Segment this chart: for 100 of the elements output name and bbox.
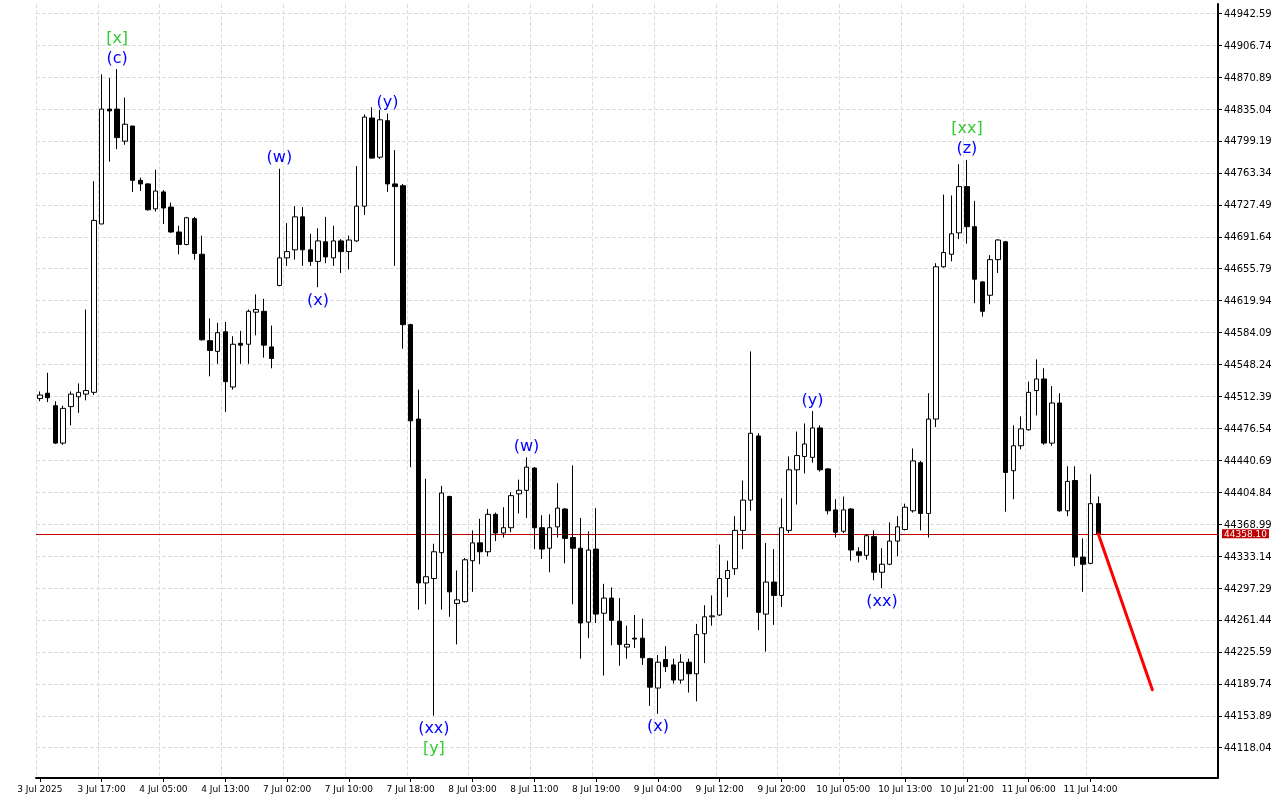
candlestick <box>284 222 290 267</box>
candlestick <box>315 227 321 288</box>
candlestick <box>941 194 946 269</box>
candlestick <box>215 322 220 365</box>
candlestick <box>593 507 599 624</box>
annotation: (w) <box>513 435 540 455</box>
candlestick <box>1034 358 1039 416</box>
candlestick <box>168 202 174 234</box>
candlestick <box>516 479 522 514</box>
candlestick <box>331 225 336 267</box>
y-tick-label: 44512.39 <box>1224 390 1272 402</box>
candlestick <box>477 518 483 565</box>
candlestick <box>555 482 560 539</box>
candlestick <box>578 517 583 660</box>
candlestick <box>1026 381 1031 432</box>
candlestick <box>508 491 514 533</box>
candlestick <box>68 390 74 426</box>
candlestick <box>841 496 846 534</box>
annotation: (w) <box>266 147 293 167</box>
y-tick-label: 44655.79 <box>1224 263 1272 275</box>
annotation: (xx) <box>866 590 898 610</box>
y-tick-label: 44727.49 <box>1224 199 1272 211</box>
candlestick <box>1088 473 1093 565</box>
candlestick <box>114 68 120 150</box>
x-tick-label: 11 Jul 06:00 <box>1001 783 1056 794</box>
y-tick-label: 44333.14 <box>1224 550 1272 562</box>
candlestick <box>647 657 653 707</box>
candlestick <box>740 480 746 550</box>
candlestick <box>1080 537 1086 593</box>
candlestick <box>501 506 506 539</box>
candlestick <box>338 238 344 274</box>
annotation: [x] <box>106 27 129 47</box>
x-tick-label: 4 Jul 05:00 <box>139 783 188 794</box>
candlestick <box>1049 385 1055 447</box>
candlestick <box>980 280 985 318</box>
candlestick <box>539 514 545 560</box>
x-tick-label: 10 Jul 13:00 <box>878 783 933 794</box>
candlestick <box>76 382 81 414</box>
candlestick <box>277 168 282 287</box>
candlestick <box>1057 392 1062 513</box>
candlestick <box>856 546 862 563</box>
candlestick <box>99 73 104 225</box>
candlestick <box>1011 424 1016 500</box>
candlestick <box>238 330 243 365</box>
y-tick-label: 44225.59 <box>1224 646 1272 658</box>
candlestick <box>416 389 421 611</box>
candlestick <box>802 423 807 474</box>
candlestick <box>192 216 197 261</box>
y-tick-label: 44835.04 <box>1224 103 1272 115</box>
x-tick-label: 7 Jul 02:00 <box>262 783 312 794</box>
y-tick-label: 44189.74 <box>1224 678 1272 690</box>
candlestick <box>732 515 738 576</box>
candlestick <box>532 466 537 550</box>
candlestick <box>138 177 143 192</box>
annotation: (z) <box>956 138 978 158</box>
candlestick <box>725 560 730 598</box>
candlestick <box>485 508 491 557</box>
y-tick-label: 44870.89 <box>1224 71 1272 83</box>
candlestick <box>385 113 390 193</box>
x-tick-label: 7 Jul 18:00 <box>386 783 436 794</box>
y-tick-label: 44404.84 <box>1224 486 1272 498</box>
x-tick-label: 4 Jul 13:00 <box>201 783 250 794</box>
candlestick <box>918 460 923 531</box>
candlestick <box>107 77 112 163</box>
x-tick-label: 10 Jul 21:00 <box>939 783 995 794</box>
candlestick <box>261 298 267 359</box>
candlestick <box>702 604 707 664</box>
y-tick-label: 44906.74 <box>1224 39 1272 51</box>
candlestick <box>524 456 529 519</box>
candlestick <box>439 485 444 611</box>
candlestick <box>37 390 43 402</box>
candlestick <box>230 335 236 391</box>
x-tick-label: 8 Jul 19:00 <box>571 783 621 794</box>
x-tick-label: 10 Jul 05:00 <box>816 783 871 794</box>
y-tick-label: 44476.54 <box>1224 422 1272 434</box>
candlestick <box>447 495 452 618</box>
candlestick <box>956 163 962 240</box>
candlestick <box>678 653 684 685</box>
candlestick <box>454 569 460 645</box>
y-tick-label: 44297.29 <box>1224 582 1272 594</box>
candlestick <box>655 654 661 715</box>
candlestick <box>987 254 993 305</box>
candlestick <box>709 594 715 627</box>
y-tick-label: 44763.34 <box>1224 167 1272 179</box>
candlestick <box>199 235 205 342</box>
candlestick <box>887 521 892 566</box>
y-tick-label: 44799.19 <box>1224 135 1272 147</box>
candlestick <box>176 225 182 255</box>
candlestick <box>377 109 383 160</box>
candlestick <box>91 180 97 396</box>
candlestick <box>609 586 614 646</box>
candlestick <box>671 658 676 685</box>
candlestick <box>300 206 305 267</box>
candlestick <box>864 533 869 561</box>
candlestick <box>779 497 784 608</box>
x-tick-label: 9 Jul 20:00 <box>757 783 806 794</box>
candlestick <box>392 149 398 267</box>
candlestick <box>161 189 166 225</box>
x-tick-label: 3 Jul 2025 <box>17 783 63 794</box>
candlestick <box>933 262 939 428</box>
